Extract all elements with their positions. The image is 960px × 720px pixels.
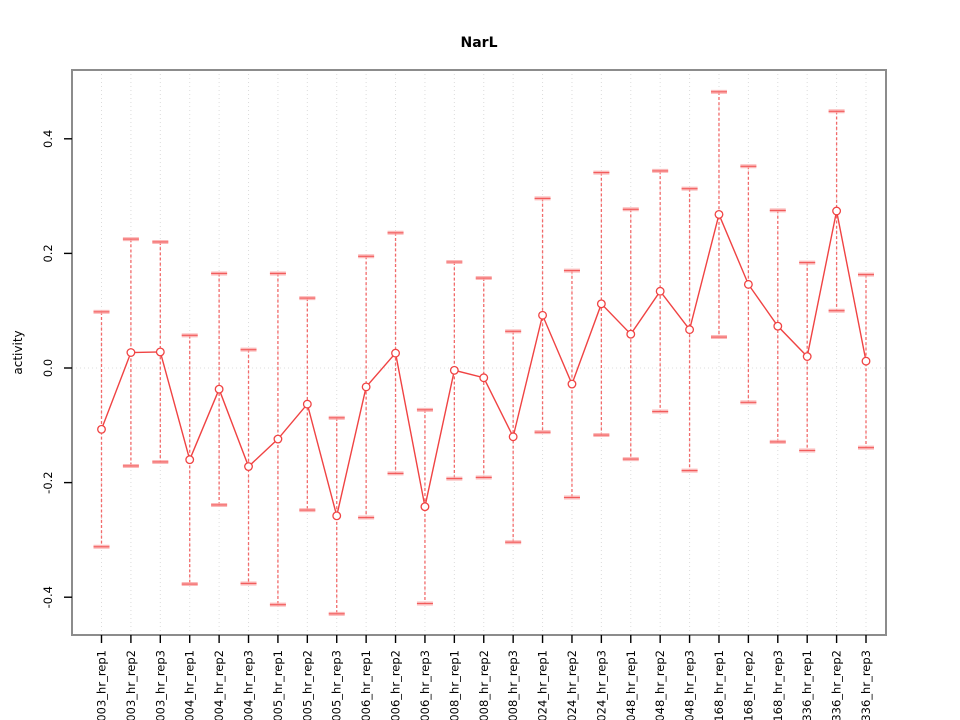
x-tick-label: 336_hr_rep3 (859, 650, 873, 720)
x-tick-label: 008_hr_rep2 (477, 650, 491, 720)
data-point (832, 206, 842, 216)
x-tick-label: 048_hr_rep1 (624, 650, 638, 720)
data-point (155, 347, 165, 357)
error-bar (446, 259, 463, 481)
y-tick-label: -0.4 (41, 586, 55, 608)
data-point (420, 502, 430, 512)
x-tick-label: 006_hr_rep2 (389, 650, 403, 720)
data-point (185, 455, 195, 465)
plot-border (71, 69, 887, 636)
data-points-layer (97, 206, 871, 521)
data-point (743, 279, 753, 289)
x-tick-label: 336_hr_rep2 (830, 650, 844, 720)
data-point (302, 399, 312, 409)
x-tick-label: 005_hr_rep3 (330, 650, 344, 720)
x-tick-label: 006_hr_rep3 (418, 650, 432, 720)
error-bar (269, 271, 286, 607)
data-point (655, 286, 665, 296)
x-tick-label: 168_hr_rep3 (771, 650, 785, 720)
y-tick-label: -0.2 (41, 471, 55, 493)
x-tick-label: 005_hr_rep1 (271, 650, 285, 720)
x-tick-label: 168_hr_rep1 (712, 650, 726, 720)
data-point (508, 432, 518, 442)
data-point (773, 321, 783, 331)
error-bar (328, 415, 345, 616)
data-point (714, 209, 724, 219)
axes-layer: -0.4 -0.2 0.0 0.2 0.4 003_hr_rep1 003_hr_rep2 0… (41, 69, 887, 720)
data-point (273, 434, 283, 444)
x-tick-label: 024_hr_rep1 (536, 650, 550, 720)
x-tick-label: 006_hr_rep1 (359, 650, 373, 720)
data-point (126, 348, 136, 357)
data-point (479, 373, 489, 383)
error-bar (181, 333, 198, 587)
data-point (626, 329, 636, 339)
error-bar (858, 272, 874, 450)
x-tick-label: 048_hr_rep3 (683, 650, 697, 720)
x-tick-label: 004_hr_rep2 (212, 650, 226, 720)
x-tick-label: 005_hr_rep2 (300, 650, 314, 720)
x-tick-label: 168_hr_rep2 (741, 650, 755, 720)
y-tick-label: 0.0 (41, 359, 55, 377)
data-point (391, 348, 400, 358)
data-point (802, 352, 812, 361)
error-bar (740, 164, 757, 405)
gridlines-layer (72, 70, 886, 635)
chart-title: NarL (461, 35, 498, 51)
y-axis-label: activity (11, 330, 25, 374)
x-tick-label: 003_hr_rep1 (95, 650, 109, 720)
x-tick-label: 336_hr_rep1 (800, 650, 814, 720)
data-point (596, 299, 606, 309)
data-point (214, 384, 224, 394)
data-point (97, 424, 106, 434)
x-tick-label: 003_hr_rep3 (153, 650, 167, 720)
data-point (567, 379, 577, 389)
error-bar (122, 237, 139, 468)
x-tick-label: 008_hr_rep3 (506, 650, 520, 720)
data-point (538, 310, 548, 320)
error-bar (710, 89, 727, 340)
error-bar (563, 268, 580, 500)
y-tick-label: 0.2 (41, 244, 55, 262)
data-point (332, 511, 342, 521)
x-tick-label: 008_hr_rep1 (447, 650, 461, 720)
x-tick-label: 024_hr_rep2 (565, 650, 579, 720)
error-bar (416, 407, 433, 606)
data-point (449, 365, 459, 375)
x-tick-label: 003_hr_rep2 (124, 650, 138, 720)
x-tick-label: 004_hr_rep3 (242, 650, 256, 720)
x-tick-label: 004_hr_rep1 (183, 650, 197, 720)
data-point (361, 382, 371, 392)
x-tick-label: 048_hr_rep2 (653, 650, 667, 720)
data-point (861, 356, 871, 366)
data-point (244, 462, 253, 472)
y-tick-label: 0.4 (41, 130, 55, 148)
x-tick-label: 024_hr_rep3 (594, 650, 608, 720)
data-point (685, 325, 695, 335)
error-bar (93, 309, 110, 549)
